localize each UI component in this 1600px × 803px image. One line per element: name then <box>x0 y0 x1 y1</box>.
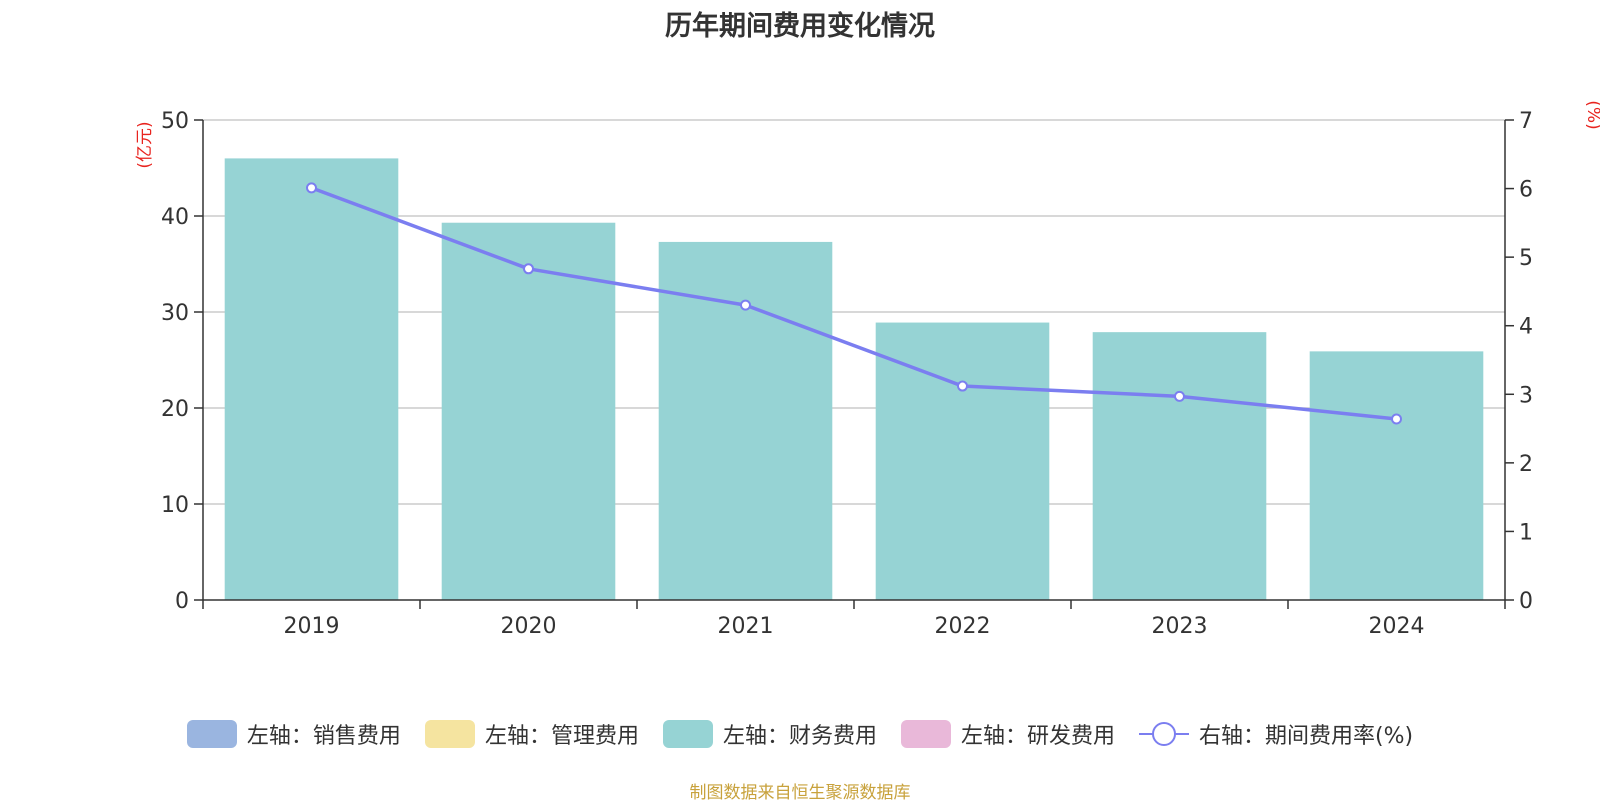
y-right-tick-label: 3 <box>1519 383 1533 408</box>
bar-2022 <box>875 322 1050 600</box>
legend-swatch-sales <box>186 720 237 748</box>
legend-line-rate-icon <box>1138 720 1189 748</box>
rate-point-2022 <box>957 380 968 392</box>
bar-2019 <box>224 158 399 600</box>
x-tick-label: 2024 <box>1369 614 1425 639</box>
bar-2020 <box>441 222 616 600</box>
x-tick-label: 2021 <box>718 614 774 639</box>
rate-point-2020 <box>523 263 534 275</box>
rate-point-2019 <box>306 182 317 194</box>
rate-point-2023 <box>1174 390 1185 402</box>
y-left-tick-label: 0 <box>175 589 189 614</box>
legend-label-admin: 左轴：管理费用 <box>484 724 639 749</box>
y-right-tick-label: 2 <box>1519 452 1533 477</box>
bar-2024 <box>1309 351 1484 600</box>
y-left-tick-label: 10 <box>161 493 189 518</box>
legend-swatch-rd <box>900 720 951 748</box>
y-right-tick-label: 4 <box>1519 315 1533 340</box>
y-right-tick-label: 5 <box>1519 246 1533 271</box>
legend-swatch-finance <box>662 720 713 748</box>
x-tick-label: 2022 <box>935 614 991 639</box>
source-note: 制图数据来自恒生聚源数据库 <box>689 783 911 803</box>
legend-item-admin[interactable]: 左轴：管理费用 <box>424 718 639 750</box>
legend-item-rd[interactable]: 左轴：研发费用 <box>900 718 1115 750</box>
y-left-axis-label: (亿元) <box>135 121 155 168</box>
legend-item-finance[interactable]: 左轴：财务费用 <box>662 718 877 750</box>
rate-line <box>310 186 1397 421</box>
legend-label-rd: 左轴：研发费用 <box>960 724 1115 749</box>
x-tick-label: 2019 <box>284 614 340 639</box>
y-right-tick-label: 7 <box>1519 109 1533 134</box>
legend-item-sales[interactable]: 左轴：销售费用 <box>186 718 401 750</box>
y-left-tick-label: 30 <box>161 301 189 326</box>
y-left-tick-label: 40 <box>161 205 189 230</box>
rate-point-2021 <box>740 299 751 311</box>
bar-2023 <box>1092 332 1267 600</box>
y-right-axis-label: (%) <box>1583 100 1600 129</box>
legend-label-finance: 左轴：财务费用 <box>722 724 877 749</box>
y-right-tick-label: 1 <box>1519 520 1533 545</box>
y-right-tick-label: 0 <box>1519 589 1533 614</box>
y-right-tick-label: 6 <box>1519 178 1533 203</box>
y-left-tick-label: 50 <box>161 109 189 134</box>
legend-label-rate: 右轴：期间费用率(%) <box>1198 724 1414 749</box>
y-left-tick-label: 20 <box>161 397 189 422</box>
x-tick-label: 2023 <box>1152 614 1208 639</box>
chart-legend: 左轴：销售费用 左轴：管理费用 左轴：财务费用 左轴：研发费用 右轴：期间费用率… <box>0 718 1600 750</box>
legend-swatch-admin <box>424 720 475 748</box>
x-tick-label: 2020 <box>501 614 557 639</box>
chart-title: 历年期间费用变化情况 <box>665 11 935 42</box>
legend-label-sales: 左轴：销售费用 <box>246 724 401 749</box>
legend-item-rate[interactable]: 右轴：期间费用率(%) <box>1138 718 1414 750</box>
rate-point-2024 <box>1391 413 1402 425</box>
